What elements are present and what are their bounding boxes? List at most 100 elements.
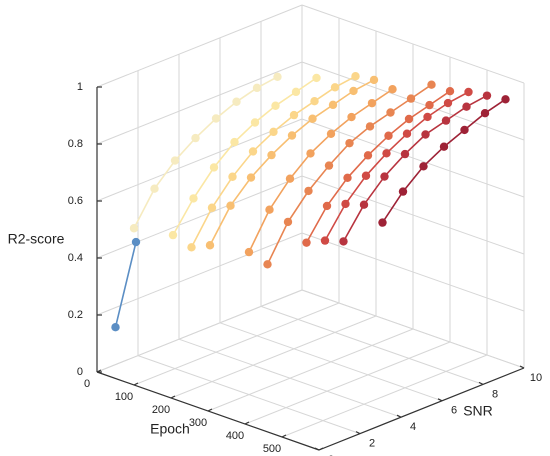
grid-line: [96, 175, 303, 259]
tick-mark: [318, 447, 324, 451]
grid-line: [178, 338, 402, 418]
data-point: [283, 217, 293, 227]
y-tick-label: 0: [328, 454, 334, 456]
data-point: [248, 147, 258, 156]
data-point: [404, 114, 414, 124]
data-point: [382, 149, 391, 158]
data-point: [388, 85, 397, 94]
data-point: [419, 162, 428, 171]
tick-mark: [478, 381, 484, 385]
data-point: [252, 83, 262, 93]
data-point: [464, 87, 473, 97]
data-point: [501, 95, 510, 104]
x-tick-label: 300: [189, 417, 207, 429]
data-point: [443, 98, 453, 108]
data-point: [267, 150, 276, 160]
data-point: [285, 174, 295, 183]
z-tick-label: 0.2: [68, 309, 83, 321]
data-point: [343, 173, 352, 182]
data-point: [400, 149, 410, 159]
data-point: [168, 230, 178, 240]
data-point: [462, 102, 471, 111]
data-point: [480, 109, 490, 118]
data-point: [320, 236, 330, 245]
data-point: [361, 171, 371, 180]
data-point: [129, 224, 139, 233]
data-point: [482, 91, 492, 100]
data-point: [402, 129, 412, 138]
data-point: [380, 172, 389, 181]
data-point: [111, 323, 120, 332]
y-tick-label: 8: [492, 388, 498, 400]
grid-line: [96, 289, 303, 373]
data-point: [191, 133, 200, 143]
data-point: [187, 243, 196, 252]
data-point: [205, 241, 215, 250]
data-point: [441, 116, 451, 125]
series-line: [324, 91, 469, 241]
z-tick-label: 0.6: [68, 195, 83, 207]
data-point: [326, 129, 336, 138]
tick-mark: [281, 434, 287, 438]
tick-mark: [437, 398, 443, 402]
grid-line: [96, 61, 303, 145]
grid-line: [170, 315, 377, 399]
grid-line: [96, 118, 303, 202]
data-point: [398, 187, 408, 196]
data-point: [341, 199, 350, 209]
grid-line: [301, 232, 525, 312]
x-axis-label: Epoch: [150, 421, 190, 437]
tick-mark: [207, 408, 213, 412]
x-tick-label: 100: [115, 391, 133, 403]
data-point: [287, 131, 297, 140]
x-tick-label: 200: [152, 404, 170, 416]
tick-mark: [170, 395, 176, 399]
z-tick-label: 1: [77, 81, 83, 93]
data-point: [170, 156, 180, 165]
data-point: [406, 94, 416, 103]
data-point: [246, 173, 256, 182]
data-point: [189, 194, 198, 203]
data-point: [265, 205, 274, 214]
grid-line: [137, 355, 361, 435]
data-point: [421, 130, 430, 139]
data-point: [339, 237, 348, 246]
axis-line: [318, 367, 525, 451]
data-point: [291, 87, 301, 97]
tick-mark: [244, 421, 250, 425]
x-tick-label: 500: [263, 443, 281, 455]
grid-line: [96, 4, 303, 88]
data-point: [209, 163, 219, 172]
y-tick-label: 2: [369, 438, 375, 450]
y-axis-label: SNR: [463, 403, 493, 419]
tick-mark: [314, 447, 320, 451]
data-point: [351, 72, 360, 81]
data-point: [384, 131, 393, 140]
y-tick-label: 10: [530, 372, 542, 384]
data-point: [211, 114, 221, 123]
data-point: [378, 218, 387, 227]
data-point: [369, 75, 379, 85]
grid-line: [281, 354, 488, 438]
z-tick-label: 0: [77, 366, 83, 378]
x-tick-label: 0: [84, 378, 90, 390]
data-point: [330, 83, 340, 92]
y-tick-label: 6: [451, 405, 457, 417]
data-point: [439, 142, 449, 151]
data-point: [207, 203, 217, 212]
data-point: [230, 137, 239, 147]
data-point: [445, 87, 455, 96]
data-point: [302, 238, 311, 247]
tick-mark: [96, 369, 102, 373]
series-line: [114, 241, 137, 328]
grid-line: [96, 232, 303, 316]
tick-mark: [355, 431, 361, 435]
grid-line: [207, 328, 414, 412]
grid-line: [219, 322, 443, 402]
data-point: [365, 122, 375, 131]
data-point: [359, 200, 369, 209]
data-point: [427, 80, 436, 89]
data-point: [460, 125, 469, 135]
z-axis-label: R2-score: [8, 231, 65, 247]
data-point: [345, 138, 354, 148]
